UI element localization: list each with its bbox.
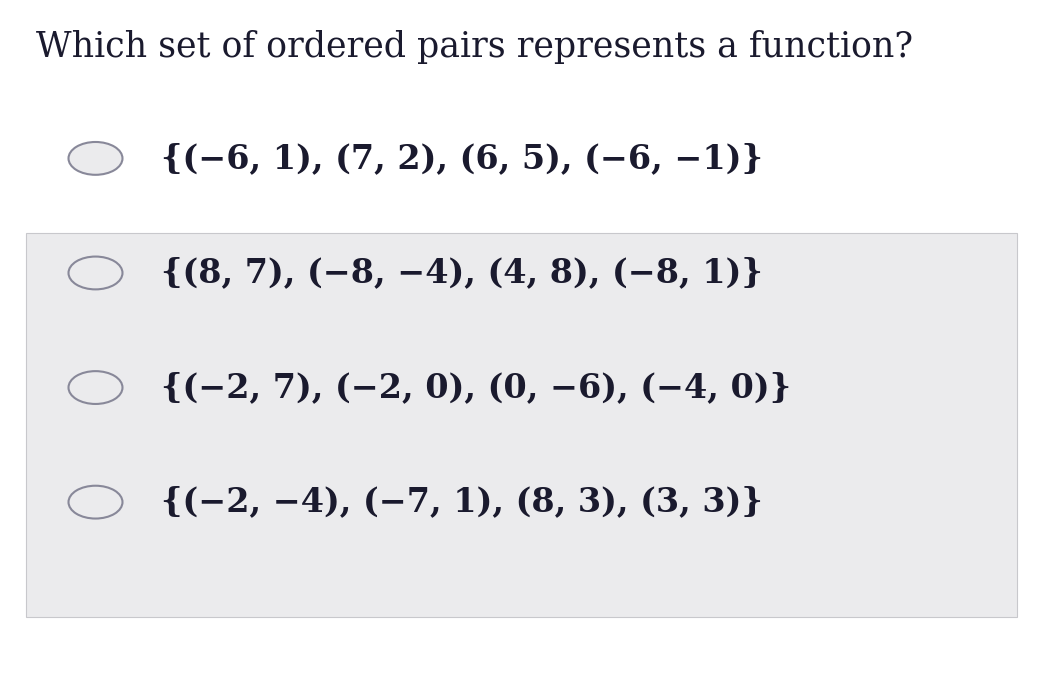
Ellipse shape xyxy=(69,257,122,289)
Text: {(8, 7), (−8, −4), (4, 8), (−8, 1)}: {(8, 7), (−8, −4), (4, 8), (−8, 1)} xyxy=(161,257,763,289)
Ellipse shape xyxy=(69,371,122,404)
Text: Which set of ordered pairs represents a function?: Which set of ordered pairs represents a … xyxy=(36,30,913,64)
Text: {(−2, −4), (−7, 1), (8, 3), (3, 3)}: {(−2, −4), (−7, 1), (8, 3), (3, 3)} xyxy=(161,486,763,518)
Text: {(−6, 1), (7, 2), (6, 5), (−6, −1)}: {(−6, 1), (7, 2), (6, 5), (−6, −1)} xyxy=(161,142,763,175)
Ellipse shape xyxy=(69,486,122,518)
FancyBboxPatch shape xyxy=(26,233,1017,617)
Ellipse shape xyxy=(69,142,122,175)
Text: {(−2, 7), (−2, 0), (0, −6), (−4, 0)}: {(−2, 7), (−2, 0), (0, −6), (−4, 0)} xyxy=(161,371,791,404)
